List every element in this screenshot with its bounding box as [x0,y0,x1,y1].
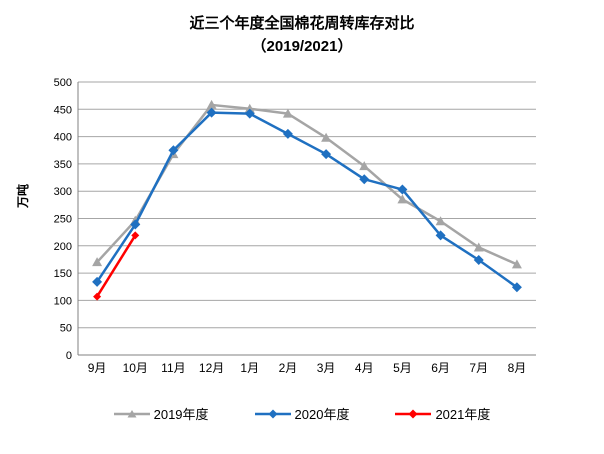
data-point-marker [131,231,140,240]
legend-label-2020: 2020年度 [294,407,350,422]
x-tick-label: 1月 [240,361,259,375]
data-point-marker [321,149,332,160]
data-point-marker [435,216,446,226]
y-tick-label: 500 [54,77,72,89]
chart-title-line2: （2019/2021） [251,38,353,55]
diamond-marker-icon [268,409,278,418]
data-point-marker [359,161,370,171]
data-point-marker [244,108,255,119]
data-point-marker [92,257,103,267]
x-tick-label: 9月 [88,361,107,375]
legend-line-marker-2021 [395,409,432,418]
data-point-marker [282,108,293,118]
legend-line-marker-2020 [254,409,291,418]
chart-legend: 2019年度 2020年度 2021年度 [0,404,604,423]
legend-label-2019: 2019年度 [153,407,209,422]
triangle-marker-icon [127,409,137,417]
diamond-marker-icon [408,409,418,418]
data-point-marker [473,242,484,252]
y-tick-label: 250 [54,214,72,226]
data-point-marker [359,174,370,185]
legend-item-2020[interactable]: 2020年度 [254,404,350,423]
data-point-marker [321,132,332,142]
series-line-2021年度 [95,234,137,298]
x-tick-label: 12月 [199,361,224,375]
x-tick-label: 2月 [279,361,298,375]
data-point-marker [206,107,217,118]
x-tick-label: 8月 [508,361,527,375]
data-point-marker [93,292,102,301]
y-tick-label: 350 [54,159,72,171]
chart-title-line1: 近三个年度全国棉花周转库存对比 [189,15,415,32]
y-tick-label: 400 [54,132,72,144]
legend-item-2021[interactable]: 2021年度 [395,404,490,423]
x-tick-label: 10月 [123,361,148,375]
data-point-marker [168,145,179,156]
x-tick-label: 5月 [393,361,412,375]
data-point-marker [435,230,446,241]
data-point-marker [206,99,217,109]
y-tick-label: 100 [54,295,72,307]
x-tick-label: 3月 [317,361,336,375]
data-point-marker [92,276,103,287]
y-tick-label: 150 [54,268,72,280]
y-tick-label: 0 [66,350,72,362]
series-line-2019年度 [95,103,519,266]
data-point-marker [397,184,408,195]
legend-label-2021: 2021年度 [435,407,491,422]
x-tick-label: 4月 [355,361,374,375]
y-tick-label: 200 [54,241,72,253]
inventory-line-chart: 0 50 100 150 200 250 300 350 400 450 500 9月 10月 11月 12… [54,77,536,375]
legend-line-marker-2019 [113,409,150,417]
data-point-marker [282,128,293,139]
data-point-marker [397,194,408,204]
x-tick-label: 6月 [431,361,450,375]
y-tick-label: 50 [60,323,72,335]
data-point-marker [511,259,522,269]
y-tick-label: 450 [54,104,72,116]
data-point-marker [244,103,255,113]
x-tick-label: 11月 [161,361,185,375]
series-line-2020年度 [95,111,519,289]
data-point-marker [511,282,522,293]
x-tick-label: 7月 [469,361,488,375]
data-point-marker [473,254,484,265]
chart-title: 近三个年度全国棉花周转库存对比 （2019/2021） [0,12,604,58]
y-tick-label: 300 [54,186,72,198]
legend-item-2019[interactable]: 2019年度 [113,404,209,423]
data-point-marker [130,219,141,230]
